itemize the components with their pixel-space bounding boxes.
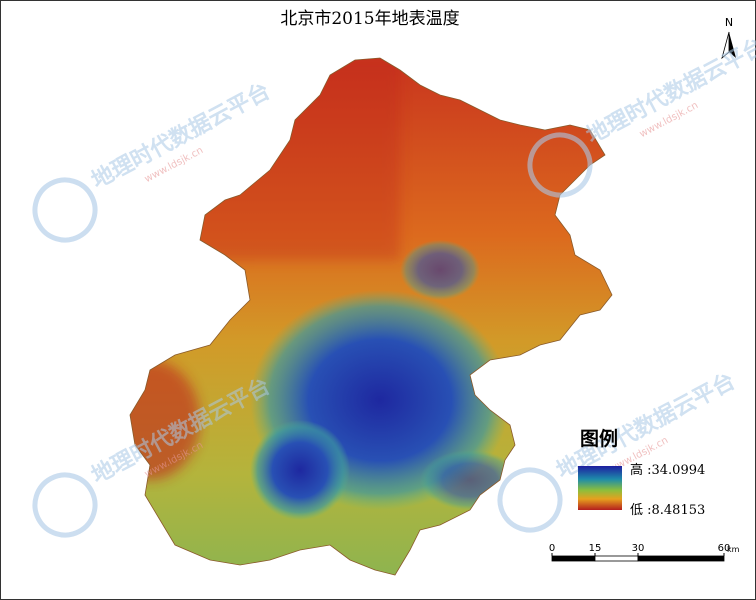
legend-ramp bbox=[578, 466, 622, 510]
scale-segment bbox=[594, 555, 639, 562]
legend: 图例 高 :34.0994 低 :8.48153 bbox=[578, 427, 705, 518]
scale-label: 0 bbox=[549, 543, 555, 554]
scale-unit: km bbox=[727, 545, 740, 554]
watermark-logo bbox=[32, 472, 98, 538]
watermark-logo bbox=[32, 177, 98, 243]
legend-title: 图例 bbox=[580, 427, 618, 450]
scale-segment bbox=[551, 555, 596, 562]
scale-segment bbox=[637, 555, 725, 562]
north-label: N bbox=[725, 16, 733, 29]
legend-low: 低 :8.48153 bbox=[630, 503, 705, 518]
watermark-logo bbox=[497, 467, 563, 533]
watermark-logo bbox=[527, 132, 593, 198]
legend-high: 高 :34.0994 bbox=[630, 462, 705, 478]
scale-label: 15 bbox=[589, 543, 602, 554]
scale-label: 60 bbox=[718, 543, 731, 554]
north-arrow: N bbox=[721, 16, 736, 60]
map-title: 北京市2015年地表温度 bbox=[280, 9, 459, 29]
scale-label: 30 bbox=[632, 543, 645, 554]
